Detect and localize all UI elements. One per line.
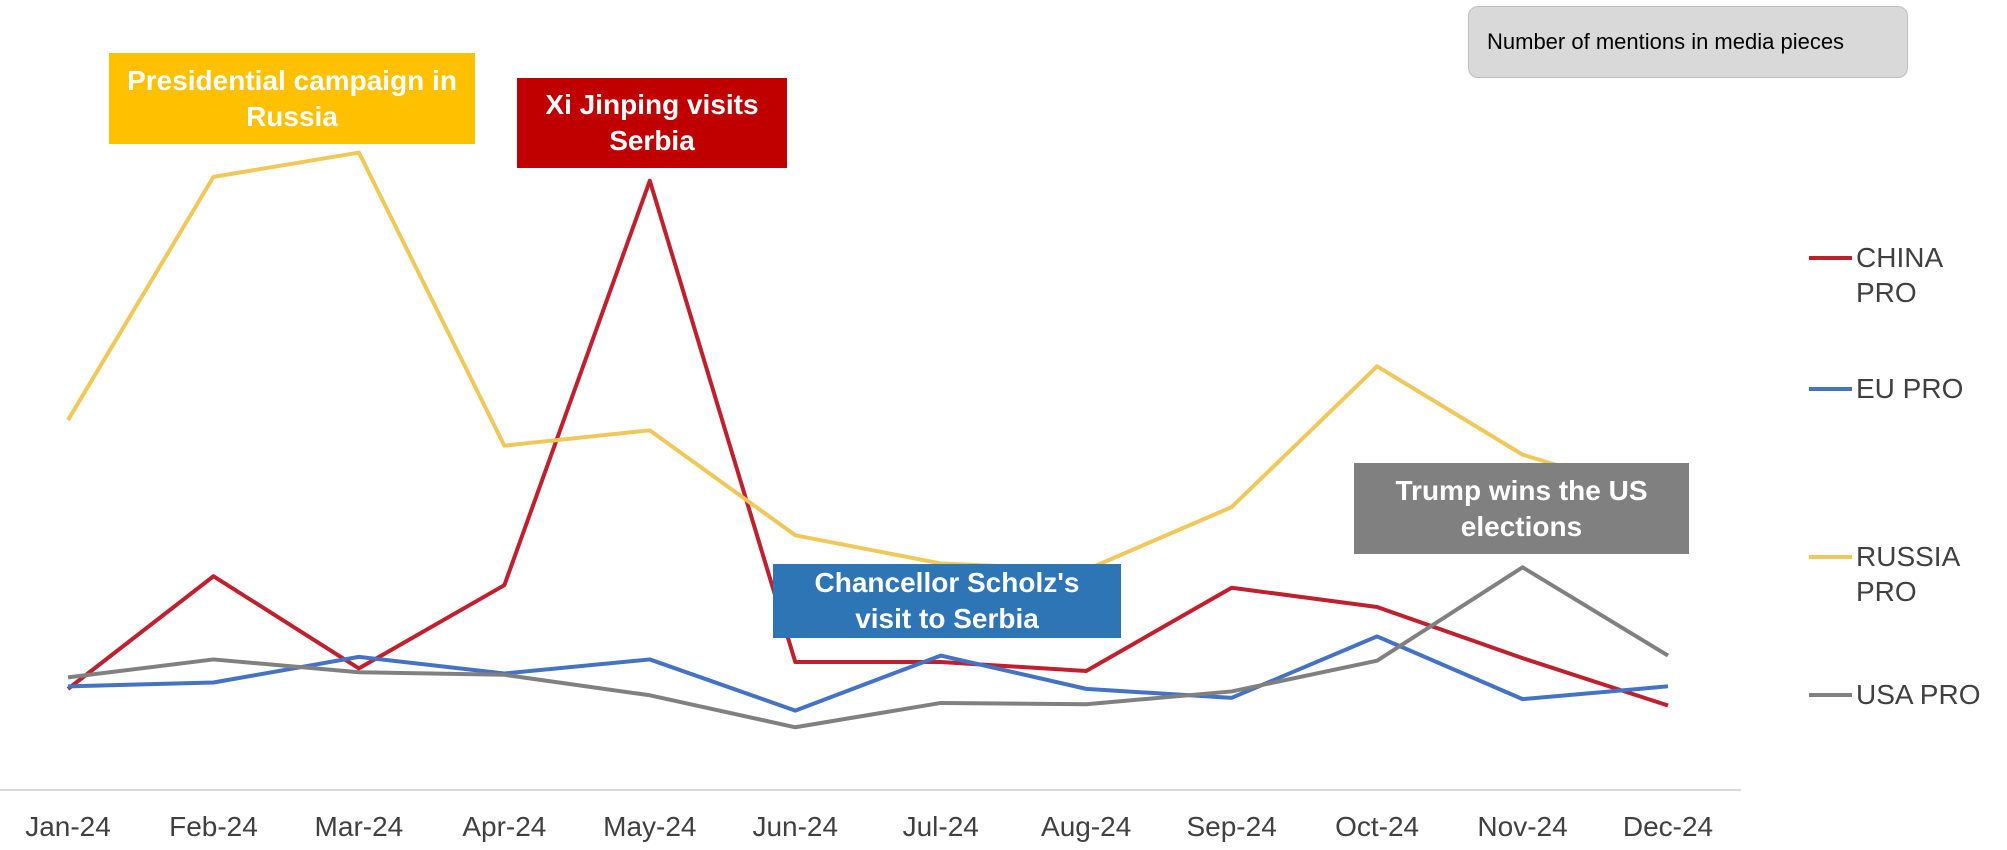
legend-label: CHINA PRO (1856, 242, 1942, 308)
annotation: Xi Jinping visits Serbia (517, 78, 787, 168)
x-tick-label: Jul-24 (903, 811, 979, 842)
subtitle: Number of mentions in media pieces (1468, 6, 1908, 78)
x-tick-label: Mar-24 (315, 811, 404, 842)
x-tick-label: May-24 (603, 811, 696, 842)
annotation: Trump wins the US elections (1354, 463, 1689, 554)
series-line (66, 150, 1669, 572)
legend-label: EU PRO (1856, 373, 1964, 404)
series-line (66, 178, 1669, 708)
series-line (67, 634, 1669, 713)
x-tick-label: Jan-24 (25, 811, 111, 842)
legend-label: RUSSIA PRO (1856, 541, 1959, 607)
legend-label: USA PRO (1856, 679, 1981, 710)
x-tick-label: Nov-24 (1477, 811, 1567, 842)
x-tick-label: Aug-24 (1041, 811, 1131, 842)
annotation: Chancellor Scholz's visit to Serbia (773, 564, 1121, 638)
series-line (67, 565, 1670, 730)
x-tick-label: Feb-24 (169, 811, 258, 842)
x-tick-label: Jun-24 (752, 811, 838, 842)
annotation: Presidential campaign in Russia (109, 53, 475, 144)
x-tick-label: Oct-24 (1335, 811, 1419, 842)
x-tick-label: Sep-24 (1186, 811, 1276, 842)
x-tick-label: Dec-24 (1623, 811, 1713, 842)
x-tick-label: Apr-24 (462, 811, 546, 842)
